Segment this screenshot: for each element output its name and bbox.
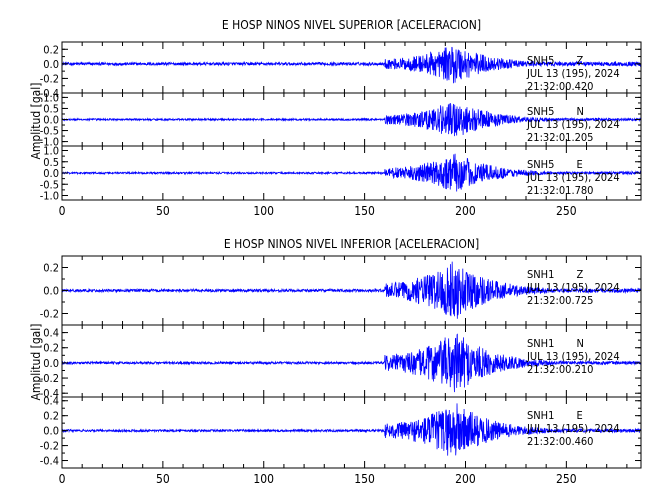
y-tick-label: 1.0 (43, 145, 59, 158)
x-tick-label: 250 (556, 204, 577, 218)
y-tick-label: 0.0 (43, 58, 59, 71)
y-tick-label: 0.0 (43, 114, 59, 127)
station-code: SNH1 (527, 337, 554, 350)
y-tick-label: 0.2 (43, 43, 59, 56)
waveform-trace (61, 153, 642, 192)
x-tick-label: 0 (59, 204, 66, 218)
x-tick-label: 100 (253, 204, 274, 218)
y-tick-label: -0.2 (40, 372, 59, 385)
component-code: N (576, 337, 583, 350)
station-label: SNH5 N (527, 105, 584, 118)
y-axis-label: Amplitud [gal] (29, 82, 43, 159)
y-tick-label: 0.0 (43, 167, 59, 180)
record-time: 21:32:01.205 (527, 131, 593, 144)
chart-title: E HOSP NINOS NIVEL SUPERIOR [ACELERACION… (222, 18, 481, 32)
record-date: JUL 13 (195), 2024 (526, 118, 620, 131)
record-time: 21:32:00.460 (527, 435, 593, 448)
record-time: 21:32:00.725 (527, 294, 593, 307)
x-tick-label: 0 (59, 472, 66, 486)
station-code: SNH5 (527, 105, 554, 118)
waveform-trace (61, 403, 642, 456)
y-tick-label: -1.0 (40, 136, 59, 149)
chart-title: E HOSP NINOS NIVEL INFERIOR [ACELERACION… (224, 237, 479, 251)
waveform-trace (61, 261, 642, 319)
y-axis-label: Amplitud [gal] (29, 323, 43, 400)
waveform-trace (61, 103, 642, 137)
y-tick-label: 0.5 (43, 102, 59, 115)
x-tick-label: 200 (455, 472, 476, 486)
y-tick-label: 0.4 (43, 395, 59, 408)
component-code: Z (576, 268, 583, 281)
y-tick-label: 0.0 (43, 285, 59, 298)
y-tick-label: -0.4 (40, 455, 59, 468)
component-code: N (576, 105, 583, 118)
x-tick-label: 50 (156, 472, 170, 486)
y-tick-label: -0.2 (40, 308, 59, 321)
record-date: JUL 13 (195), 2024 (526, 281, 620, 294)
component-code: E (576, 409, 582, 422)
x-tick-label: 250 (556, 472, 577, 486)
y-tick-label: 1.0 (43, 91, 59, 104)
x-tick-label: 150 (354, 204, 375, 218)
station-code: SNH1 (527, 409, 554, 422)
waveform-trace (61, 333, 642, 393)
record-time: 21:32:00.210 (527, 363, 593, 376)
waveform-trace (61, 46, 642, 84)
y-tick-label: -0.5 (40, 125, 59, 138)
component-code: E (576, 158, 582, 171)
station-label: SNH1 Z (527, 268, 583, 281)
y-tick-label: -0.2 (40, 440, 59, 453)
x-tick-label: 200 (455, 204, 476, 218)
record-date: JUL 13 (195), 2024 (526, 350, 620, 363)
station-code: SNH5 (527, 54, 554, 67)
record-date: JUL 13 (195), 2024 (526, 67, 620, 80)
x-tick-label: 150 (354, 472, 375, 486)
y-tick-label: -0.5 (40, 178, 59, 191)
y-tick-label: -0.4 (40, 387, 59, 400)
station-label: SNH1 N (527, 337, 584, 350)
panel-frame (61, 396, 642, 469)
record-date: JUL 13 (195), 2024 (526, 422, 620, 435)
station-code: SNH1 (527, 268, 554, 281)
y-tick-label: 0.0 (43, 357, 59, 370)
station-label: SNH5 Z (527, 54, 583, 67)
record-date: JUL 13 (195), 2024 (526, 171, 620, 184)
y-tick-label: -0.4 (40, 87, 59, 100)
x-tick-label: 100 (253, 472, 274, 486)
y-tick-label: 0.5 (43, 156, 59, 169)
x-tick-label: 50 (156, 204, 170, 218)
y-tick-label: -0.2 (40, 72, 59, 85)
y-tick-label: 0.4 (43, 327, 59, 340)
y-tick-label: 0.2 (43, 410, 59, 423)
station-label: SNH1 E (527, 409, 583, 422)
record-time: 21:32:00.420 (527, 80, 593, 93)
component-code: Z (576, 54, 583, 67)
station-code: SNH5 (527, 158, 554, 171)
y-tick-label: 0.2 (43, 262, 59, 275)
y-tick-label: -1.0 (40, 190, 59, 203)
y-tick-label: 0.2 (43, 342, 59, 355)
record-time: 21:32:01.780 (527, 184, 593, 197)
station-label: SNH5 E (527, 158, 583, 171)
y-tick-label: 0.0 (43, 425, 59, 438)
